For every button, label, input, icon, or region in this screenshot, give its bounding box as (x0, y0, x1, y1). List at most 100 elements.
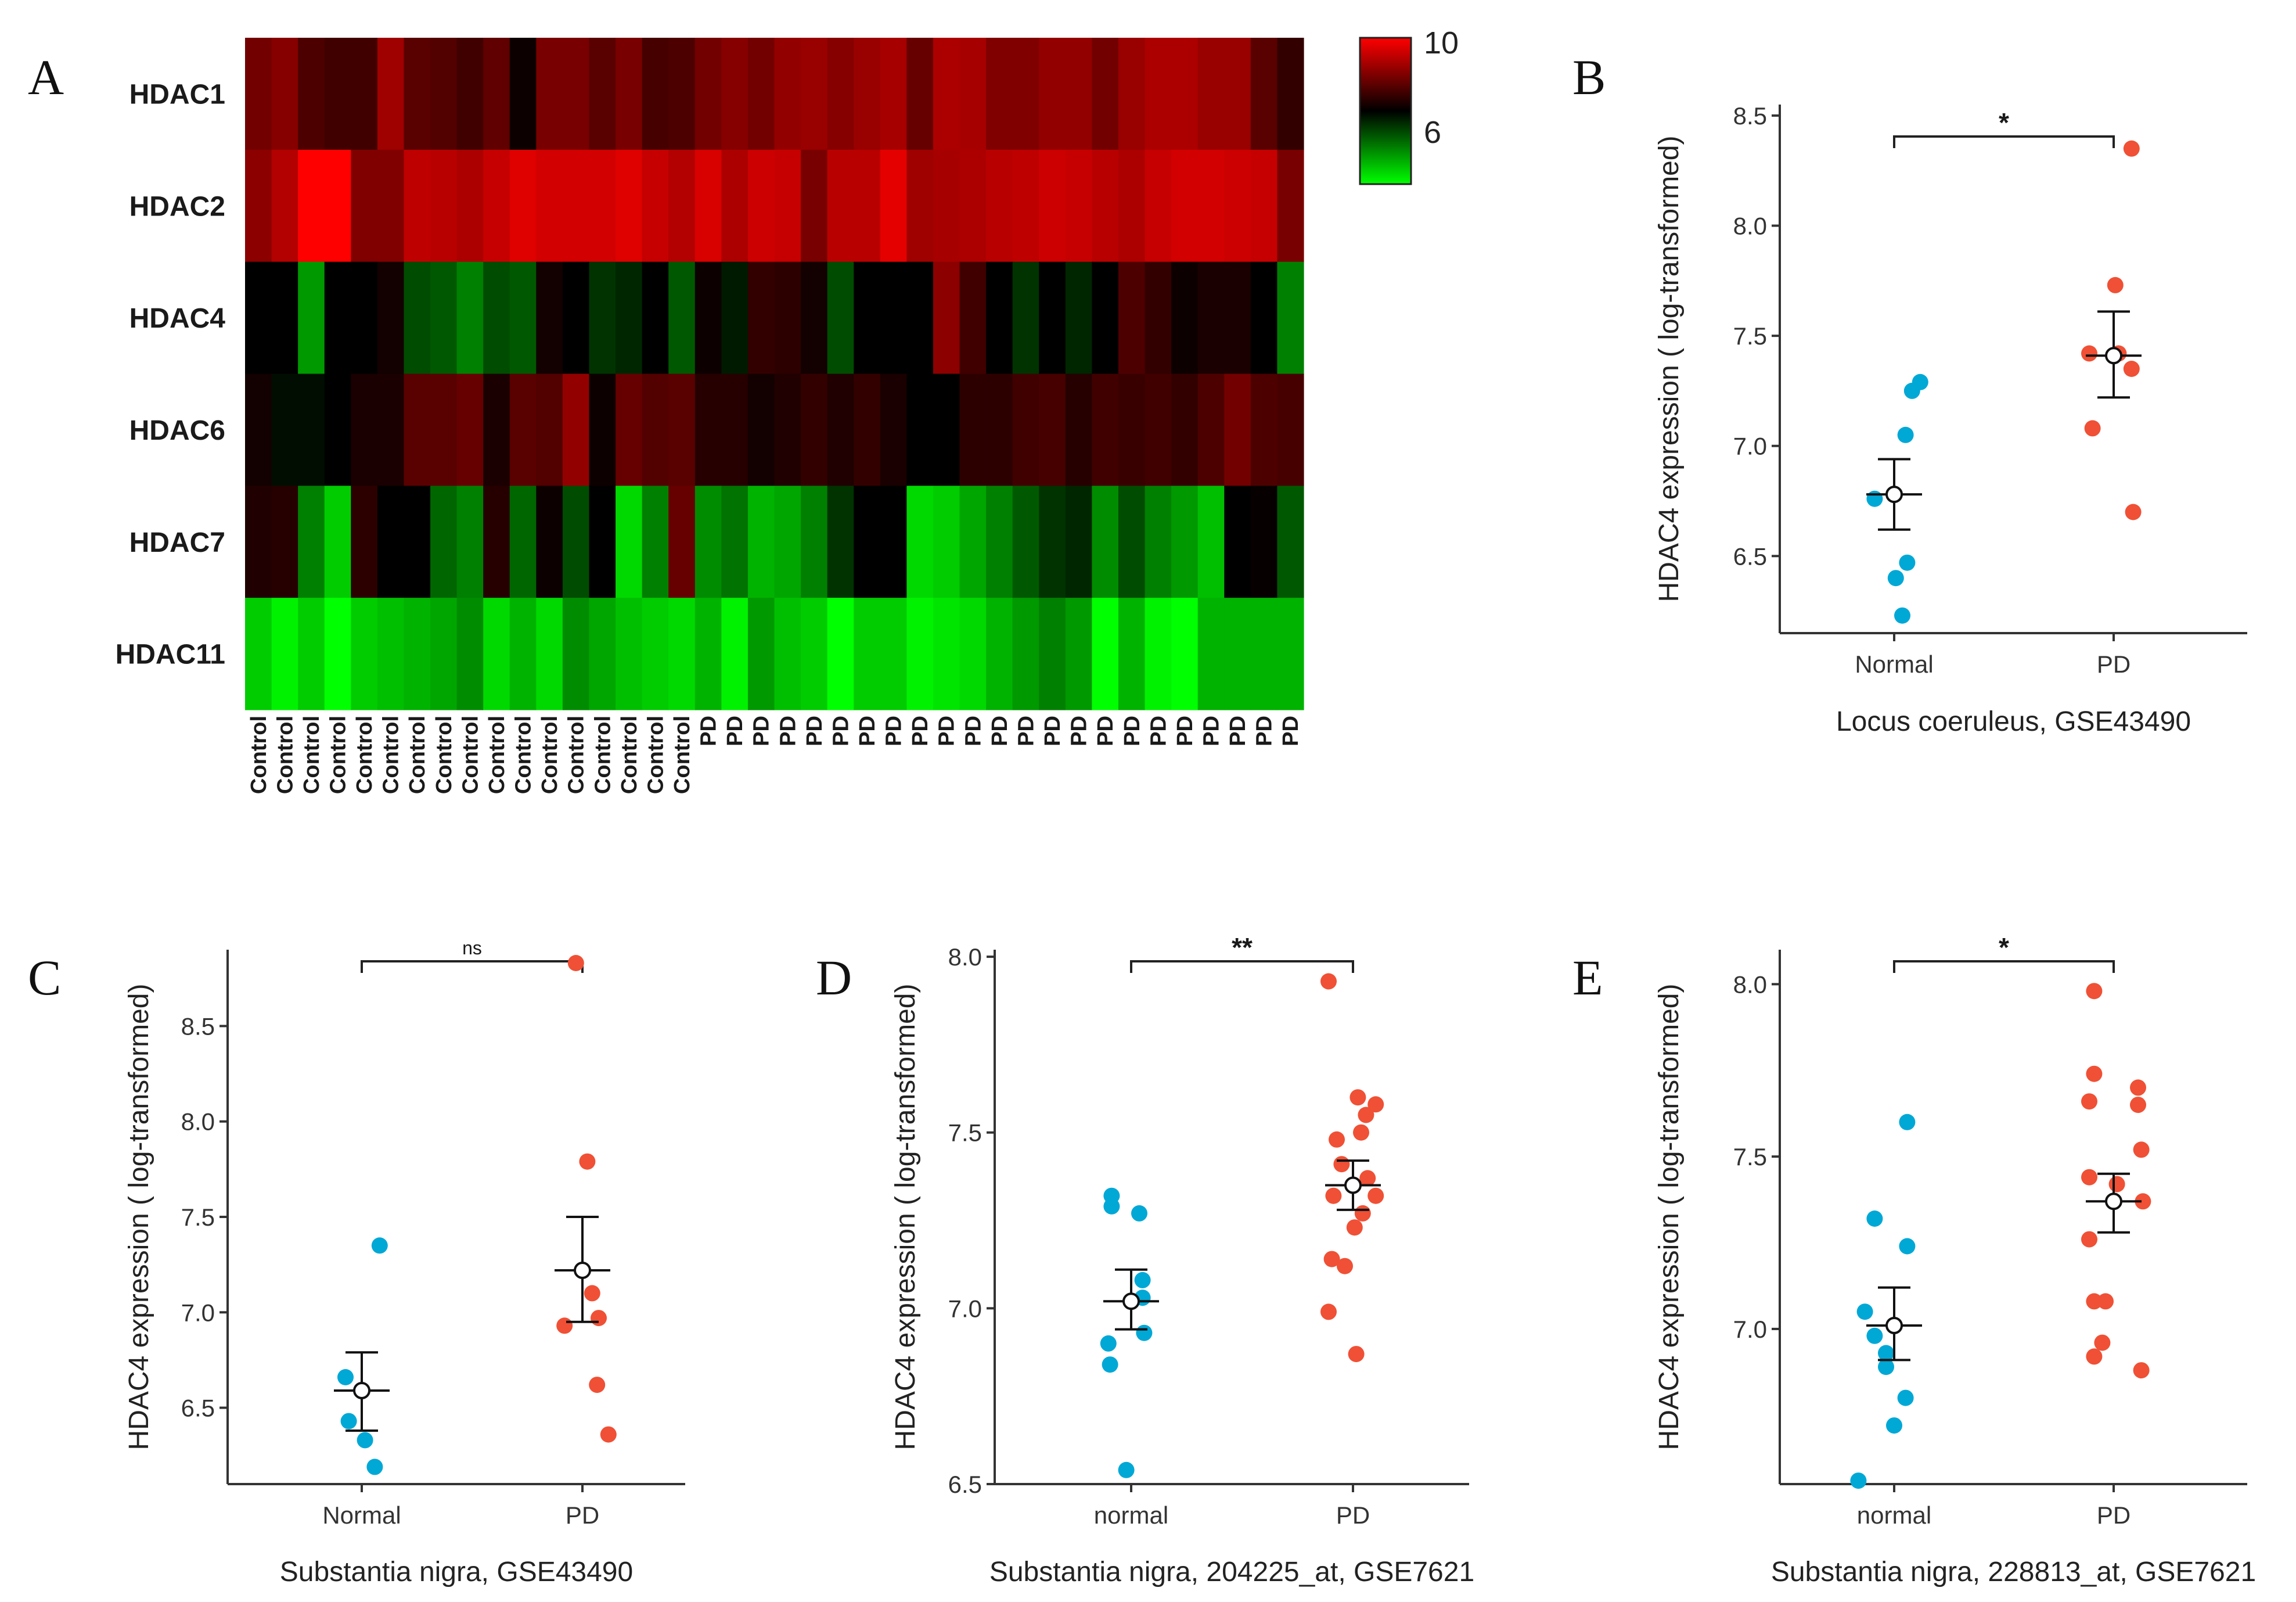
heatmap-cell (351, 38, 378, 150)
data-point (1897, 1389, 1914, 1406)
heatmap-cell (827, 261, 854, 375)
data-point (1118, 1461, 1135, 1478)
panel-letter: D (816, 950, 852, 1005)
legend-mid-label: 6 (1424, 115, 1441, 150)
data-point (2081, 345, 2097, 362)
heatmap-cell (721, 149, 748, 263)
scatter-panel-b: B 6.5 7.0 7.5 8.0 8.5 Normal PD Locus coeruleus,… (1572, 49, 2247, 737)
heatmap-cell (245, 261, 272, 375)
heatmap-cell (1224, 38, 1251, 150)
heatmap-cell (324, 149, 351, 263)
y-tick-label: 7.0 (1733, 433, 1767, 460)
heatmap-column-label: PD (1067, 716, 1092, 746)
data-point (1887, 570, 1904, 587)
panel-letter: C (28, 950, 61, 1005)
scatter-panel-e: E 7.0 7.5 8.0 normal PD Substantia nigra, 2288… (1572, 932, 2256, 1587)
heatmap-cell (1039, 38, 1066, 150)
data-point (1866, 490, 1883, 507)
heatmap-cell (1224, 261, 1251, 375)
heatmap-column-label: PD (829, 716, 853, 746)
data-point (1353, 1124, 1369, 1141)
heatmap-cell (1250, 261, 1278, 375)
data-point (589, 1377, 606, 1393)
heatmap-column-label: PD (776, 716, 800, 746)
heatmap-cell (668, 598, 696, 710)
heatmap-cell (774, 373, 801, 486)
data-point (1899, 1114, 1916, 1130)
heatmap-column-label: Control (564, 716, 589, 794)
significance-label: ns (462, 938, 482, 958)
heatmap-cell (1012, 598, 1039, 710)
heatmap-cell (1250, 598, 1278, 710)
heatmap-cell (1277, 149, 1304, 263)
heatmap-cell (986, 598, 1013, 710)
heatmap-cell (642, 486, 669, 598)
data-point (2086, 983, 2103, 1000)
heatmap-cell (456, 373, 484, 486)
heatmap-cell (1118, 149, 1146, 263)
heatmap-column-label: Control (352, 716, 377, 794)
heatmap-cell (271, 38, 298, 150)
data-point (1878, 1359, 1894, 1375)
data-point (1856, 1303, 1873, 1320)
data-point (2081, 1231, 2097, 1248)
heatmap-cell (589, 149, 616, 263)
data-point (2133, 1362, 2150, 1379)
heatmap-column-label: PD (1253, 716, 1277, 746)
heatmap-cell (854, 261, 881, 375)
scatter-panel-d: D 6.5 7.0 7.5 8.0 normal PD Substantia nigra, 2… (816, 932, 1474, 1587)
heatmap-cell (1171, 373, 1199, 486)
heatmap-cell (589, 261, 616, 375)
heatmap-cell (880, 598, 907, 710)
heatmap-cell (721, 373, 748, 486)
data-point (1897, 426, 1914, 443)
heatmap-cell (933, 261, 960, 375)
x-axis-label: Substantia nigra, 204225_at, GSE7621 (989, 1557, 1474, 1587)
y-axis-label: HDAC4 expression ( log-transformed) (1654, 984, 1685, 1450)
heatmap-cell (271, 373, 298, 486)
y-tick-label: 7.0 (1733, 1316, 1767, 1343)
y-tick-label: 7.5 (1733, 322, 1767, 350)
heatmap-cell (854, 373, 881, 486)
heatmap-cell (456, 598, 484, 710)
heatmap-column-label: Control (538, 716, 562, 794)
significance-bracket (1130, 960, 1354, 973)
data-point (1349, 1089, 1366, 1106)
significance-bracket (1893, 960, 2115, 973)
heatmap-cell (1118, 486, 1146, 598)
data-point (337, 1369, 354, 1385)
heatmap-cell (562, 598, 590, 710)
data-point (2086, 1348, 2103, 1365)
data-point (2123, 140, 2140, 157)
mean-marker (2105, 1192, 2122, 1211)
heatmap-cell (1065, 38, 1093, 150)
x-tick-label: Normal (1855, 651, 1933, 678)
heatmap-cell (854, 149, 881, 263)
data-point (357, 1432, 373, 1449)
heatmap-cell (668, 486, 696, 598)
heatmap-row-label: HDAC6 (129, 415, 225, 446)
heatmap-cell (351, 149, 378, 263)
data-point (1912, 373, 1928, 390)
heatmap-column-label: PD (882, 716, 906, 746)
heatmap-cell (906, 486, 934, 598)
heatmap-column-label: Control (326, 716, 351, 794)
heatmap-cell (377, 598, 405, 710)
x-tick-label: PD (566, 1502, 599, 1529)
heatmap-cell (1277, 486, 1304, 598)
data-point (1886, 1417, 1902, 1434)
data-point (2081, 1169, 2097, 1186)
heatmap-cell (430, 149, 458, 263)
x-tick-label: normal (1094, 1502, 1168, 1529)
heatmap-cell (1092, 486, 1119, 598)
heatmap-cell (1277, 38, 1304, 150)
heatmap-row-label: HDAC2 (129, 191, 225, 222)
heatmap-cell (1171, 149, 1199, 263)
heatmap-cell (1197, 598, 1225, 710)
heatmap-column-label: Control (458, 716, 483, 794)
heatmap-cell (271, 261, 298, 375)
heatmap-cell (1145, 38, 1172, 150)
data-point (2130, 1079, 2146, 1096)
heatmap-cell (694, 373, 722, 486)
